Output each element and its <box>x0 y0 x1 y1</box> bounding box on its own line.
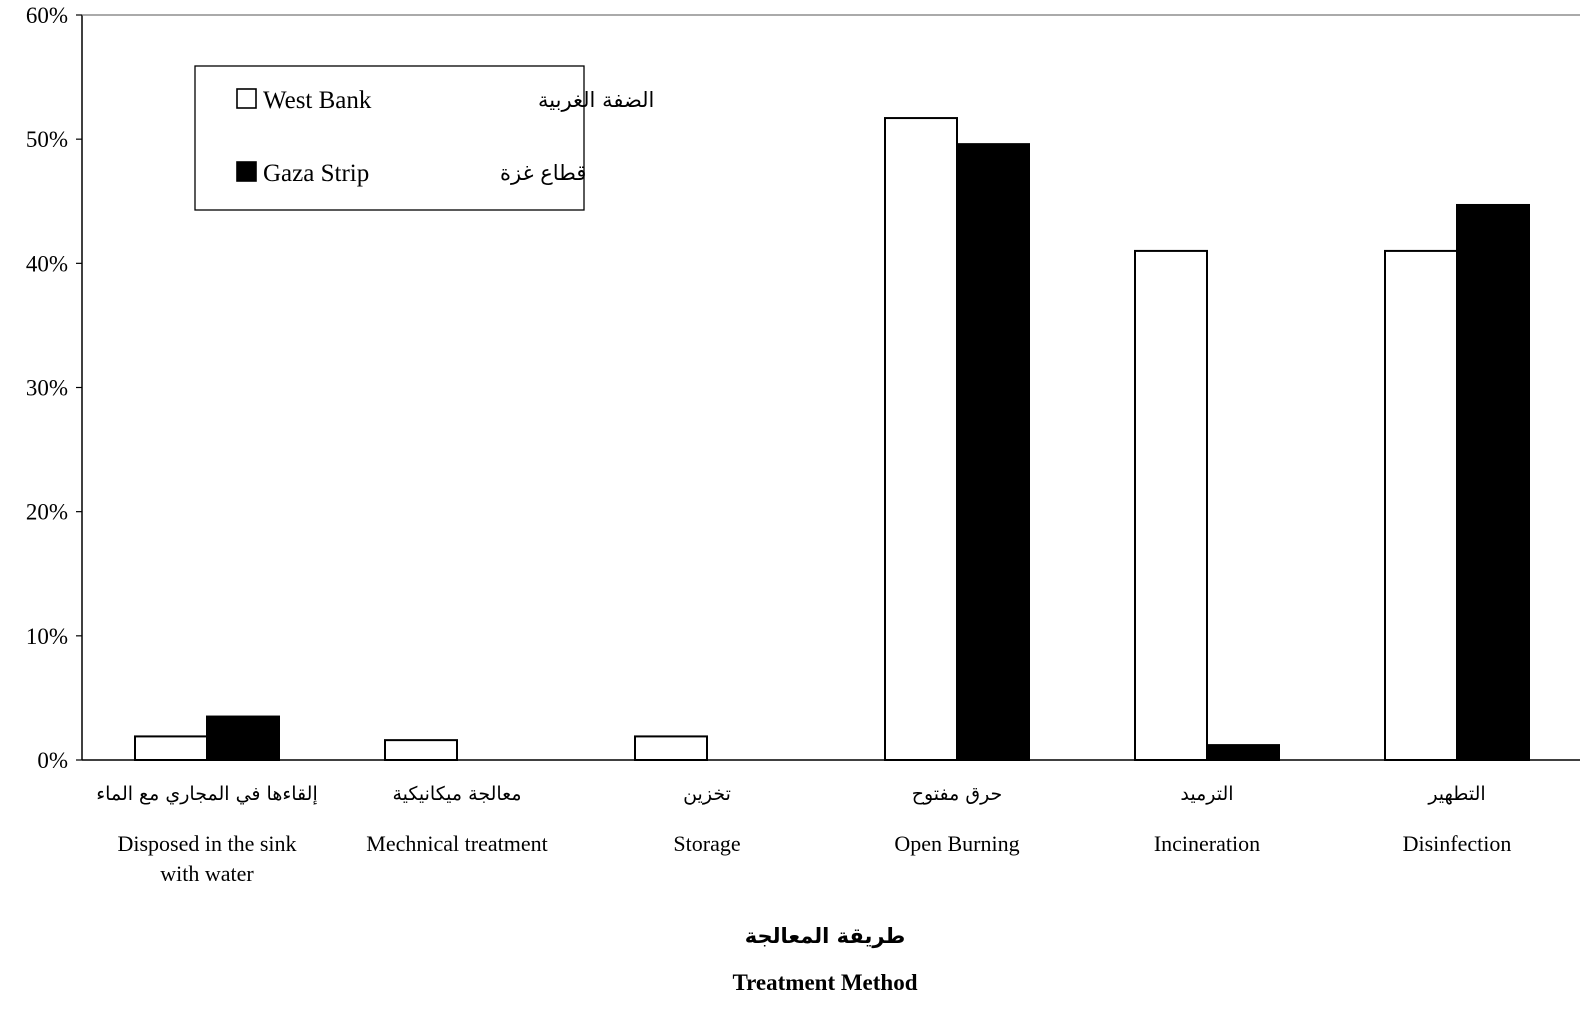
y-axis-ticks: 0% 10% 20% 30% 40% 50% 60% <box>26 3 82 773</box>
x-tick-label-arabic: حرق مفتوح <box>912 783 1003 805</box>
x-axis-category-labels: إلقاءها في المجاري مع الماء Disposed in t… <box>96 783 1511 886</box>
x-axis-title: طريقة المعالجة Treatment Method <box>732 924 917 995</box>
y-tick-label: 20% <box>26 500 68 525</box>
bar-gaza-strip <box>1206 744 1280 761</box>
bar-west-bank <box>1384 249 1458 762</box>
bar-west-bank <box>1134 249 1208 762</box>
x-tick-label: Mechnical treatment <box>366 831 547 856</box>
bar-west-bank <box>134 735 208 761</box>
x-axis-title: Treatment Method <box>732 970 917 995</box>
bar-west-bank <box>384 739 458 762</box>
x-tick-label: Disinfection <box>1403 831 1512 856</box>
y-tick-label: 30% <box>26 376 68 401</box>
x-tick-label-arabic: إلقاءها في المجاري مع الماء <box>96 783 318 806</box>
bar-gaza-strip <box>206 715 280 762</box>
bars <box>134 117 1530 762</box>
bar-gaza-strip <box>1456 203 1530 762</box>
y-tick-label: 0% <box>37 748 68 773</box>
y-tick-label: 60% <box>26 3 68 28</box>
y-tick-label: 50% <box>26 127 68 152</box>
x-tick-label: Incineration <box>1154 831 1260 856</box>
bar-west-bank <box>634 735 708 761</box>
legend-label: Gaza Strip <box>263 160 369 187</box>
x-tick-label-arabic: معالجة ميكانيكية <box>392 783 521 805</box>
y-tick-label: 40% <box>26 251 68 276</box>
bar-gaza-strip <box>956 143 1030 761</box>
x-tick-label-arabic: التطهير <box>1427 783 1485 805</box>
legend-label-arabic: قطاع غزة <box>500 161 586 185</box>
x-tick-label: Disposed in the sink <box>117 831 296 856</box>
legend-swatch <box>236 161 257 182</box>
y-tick-label: 10% <box>26 624 68 649</box>
x-tick-label: Storage <box>673 831 740 856</box>
legend-label-arabic: الضفة الغربية <box>538 88 654 112</box>
x-tick-label-arabic: تخزين <box>683 783 731 805</box>
x-axis-title-arabic: طريقة المعالجة <box>745 924 906 948</box>
x-tick-label: Open Burning <box>894 831 1019 856</box>
legend-swatch <box>236 88 257 109</box>
legend: West Bank الضفة الغربية Gaza Strip قطاع غزة <box>194 65 654 211</box>
bar-west-bank <box>884 117 958 761</box>
legend-box <box>194 65 585 211</box>
x-tick-label: with water <box>160 861 254 886</box>
legend-label: West Bank <box>263 87 372 114</box>
x-tick-label-arabic: الترميد <box>1180 783 1233 805</box>
